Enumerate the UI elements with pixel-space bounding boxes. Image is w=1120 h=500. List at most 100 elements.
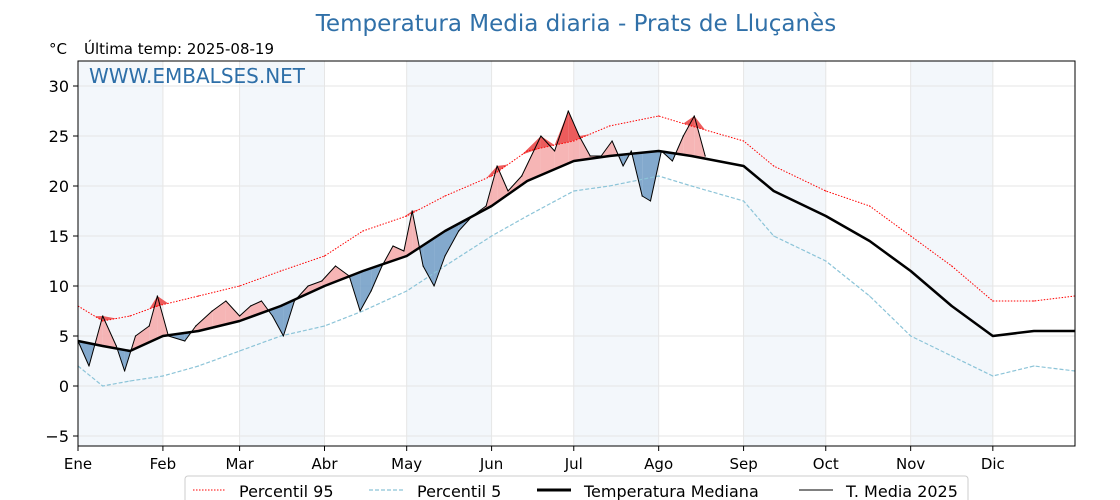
data-point-temperatura-mediana-5 (239, 320, 241, 322)
y-tick-label-25: 25 (49, 127, 69, 146)
data-point-t-media-2025-31 (444, 255, 446, 257)
data-point-t-media-2025-52 (693, 115, 695, 117)
data-point-t-media-2025-16 (271, 315, 274, 317)
data-point-percentil-5-14 (608, 185, 611, 187)
data-point-percentil-95-9 (406, 215, 408, 217)
data-point-t-media-2025-23 (359, 310, 361, 312)
legend: Percentil 95 Percentil 5 Temperatura Med… (184, 475, 969, 500)
cold-anomaly-fill (445, 223, 459, 256)
x-tick-label-Feb: Feb (150, 455, 177, 473)
x-tick-label-Mar: Mar (225, 455, 254, 473)
extreme-warm-fill (149, 296, 158, 309)
data-point-t-media-2025-45 (622, 165, 624, 167)
cold-anomaly-fill (360, 268, 372, 311)
month-band-4 (743, 61, 826, 446)
extreme-warm-fill (568, 111, 580, 143)
data-point-percentil-5-2 (129, 380, 131, 382)
data-point-temperatura-mediana-9 (406, 255, 408, 257)
month-band-3 (573, 61, 659, 446)
data-point-temperatura-mediana-21 (910, 270, 912, 272)
warm-anomaly-fill (497, 166, 508, 203)
data-point-temperatura-mediana-3 (162, 335, 164, 337)
data-point-percentil-5-7 (323, 325, 326, 327)
legend-label-p95: Percentil 95 (239, 482, 334, 500)
extreme-warm-fill (403, 211, 413, 217)
data-point-percentil-5-5 (239, 350, 241, 352)
data-point-t-media-2025-44 (611, 140, 613, 142)
data-point-t-media-2025-48 (649, 200, 652, 202)
data-point-t-media-2025-9 (184, 340, 186, 342)
x-tick-label-Dic: Dic (981, 455, 1005, 473)
data-point-percentil-95-11 (491, 175, 493, 177)
data-point-percentil-95-8 (362, 230, 364, 232)
legend-label-p5: Percentil 5 (417, 482, 501, 500)
data-point-temperatura-mediana-4 (197, 330, 200, 332)
warm-anomaly-fill (195, 311, 213, 332)
data-point-percentil-5-24 (1033, 365, 1035, 367)
data-point-t-media-2025-25 (381, 265, 383, 267)
data-point-percentil-95-13 (573, 140, 575, 142)
data-point-t-media-2025-47 (641, 195, 643, 197)
data-point-t-media-2025-39 (554, 150, 556, 152)
data-point-temperatura-mediana-24 (1033, 330, 1035, 332)
data-point-percentil-5-3 (162, 375, 164, 377)
y-tick-label-20: 20 (49, 177, 69, 196)
data-point-t-media-2025-11 (211, 310, 213, 312)
data-point-t-media-2025-46 (630, 150, 632, 152)
x-tick-label-Ago: Ago (644, 455, 673, 473)
data-point-t-media-2025-26 (392, 245, 394, 247)
data-point-percentil-95-24 (1033, 300, 1035, 302)
data-point-t-media-2025-22 (348, 275, 350, 277)
legend-label-t2025: T. Media 2025 (845, 482, 958, 500)
data-point-t-media-2025-21 (334, 265, 337, 267)
data-point-t-media-2025-7 (156, 295, 158, 297)
extreme-warm-fill (412, 209, 420, 214)
data-point-t-media-2025-33 (471, 215, 473, 217)
data-point-percentil-5-20 (869, 295, 871, 297)
data-point-percentil-95-4 (197, 295, 200, 297)
data-point-percentil-95-7 (323, 255, 326, 257)
data-point-t-media-2025-40 (567, 110, 569, 112)
data-point-temperatura-mediana-6 (280, 305, 282, 307)
watermark: WWW.EMBALSES.NET (89, 64, 306, 88)
data-point-percentil-5-1 (102, 385, 104, 387)
data-point-percentil-95-18 (773, 165, 775, 167)
data-point-t-media-2025-14 (250, 305, 252, 307)
data-point-temperatura-mediana-22 (951, 305, 953, 307)
data-point-temperatura-mediana-19 (825, 215, 827, 217)
data-point-temperatura-mediana-17 (743, 165, 745, 167)
data-point-percentil-5-17 (743, 200, 745, 202)
data-point-percentil-95-19 (825, 190, 827, 192)
data-point-temperatura-mediana-1 (102, 345, 104, 347)
warm-anomaly-fill (579, 136, 591, 161)
data-point-percentil-5-12 (526, 215, 528, 217)
data-point-t-media-2025-30 (433, 285, 435, 287)
data-point-percentil-95-23 (992, 300, 994, 302)
x-tick-label-Sep: Sep (729, 455, 757, 473)
month-band-0 (78, 61, 163, 446)
chart-title: Temperatura Media diaria - Prats de Lluç… (315, 11, 836, 37)
data-point-t-media-2025-5 (134, 335, 137, 337)
data-point-percentil-95-20 (869, 205, 871, 207)
unit-label: °C (49, 40, 67, 58)
data-point-temperatura-mediana-16 (690, 155, 693, 157)
data-point-t-media-2025-35 (496, 165, 498, 167)
data-point-percentil-95-2 (129, 315, 131, 317)
data-point-t-media-2025-34 (485, 205, 487, 207)
data-point-percentil-5-9 (406, 290, 408, 292)
x-tick-label-Ene: Ene (64, 455, 92, 473)
data-point-percentil-95-17 (743, 140, 745, 142)
data-point-percentil-5-23 (992, 375, 994, 377)
x-axis: Ene Feb Mar Abr May Jun Jul Ago Sep Oct Nov Dic (64, 446, 1005, 473)
month-band-1 (239, 61, 325, 446)
data-point-percentil-5-19 (825, 260, 827, 262)
plot-frame (77, 60, 1076, 447)
data-point-temperatura-mediana-18 (773, 190, 775, 192)
legend-label-median: Temperatura Mediana (583, 482, 759, 500)
data-point-t-media-2025-29 (422, 265, 424, 267)
data-point-t-media-2025-41 (578, 135, 580, 137)
data-point-t-media-2025-37 (521, 175, 523, 177)
data-point-t-media-2025-6 (148, 325, 150, 327)
extreme-warm-fill (102, 316, 117, 321)
month-band-2 (406, 61, 492, 446)
